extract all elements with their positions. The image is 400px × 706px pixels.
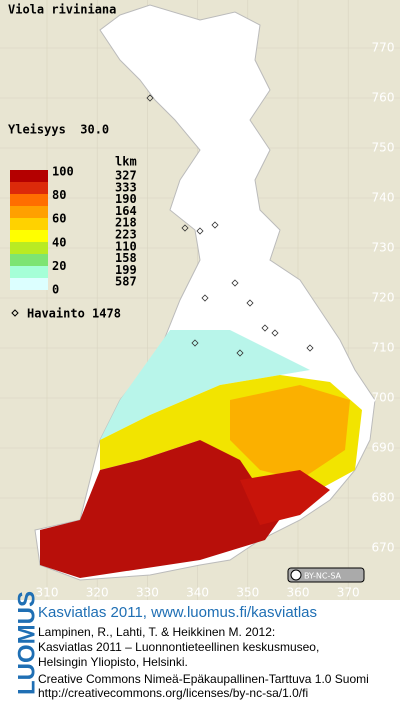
- legend-swatch: [10, 242, 48, 254]
- legend-scale-label: 0: [52, 283, 59, 297]
- atlas-link[interactable]: Kasviatlas 2011, www.luomus.fi/kasviatla…: [38, 604, 317, 621]
- x-tick-label: 320: [86, 586, 109, 600]
- legend-swatch: [10, 254, 48, 266]
- license-badge: [287, 567, 365, 583]
- y-tick-label: 730: [372, 241, 395, 255]
- legend-count: 158: [115, 251, 137, 265]
- legend-scale-label: 100: [52, 165, 74, 179]
- x-tick-label: 350: [236, 586, 259, 600]
- count-header: lkm: [115, 155, 137, 169]
- legend-scale-label: 80: [52, 188, 66, 202]
- legend-count: 587: [115, 275, 137, 289]
- legend-swatch: [10, 278, 48, 290]
- legend-count: 218: [115, 216, 137, 230]
- y-tick-label: 690: [372, 441, 395, 455]
- legend-count: 164: [115, 204, 137, 218]
- region-sparse: [100, 330, 310, 440]
- x-tick-label: 360: [287, 586, 310, 600]
- observation-symbol: [11, 309, 19, 317]
- frequency: Yleisyys 30.0: [8, 123, 109, 137]
- observation-count: Havainto 1478: [27, 307, 121, 321]
- citation-line: Lampinen, R., Lahti, T. & Heikkinen M. 2…: [38, 625, 275, 639]
- legend-scale-label: 60: [52, 212, 66, 226]
- x-tick-label: 310: [36, 586, 59, 600]
- legend-count: 110: [115, 239, 137, 253]
- region-dense-east: [240, 470, 330, 525]
- citation-line: Helsingin Yliopisto, Helsinki.: [38, 655, 188, 669]
- region-medium-orange: [230, 385, 350, 480]
- license-icon: [290, 569, 302, 581]
- citation-line: Kasviatlas 2011 – Luonnontieteellinen ke…: [38, 640, 319, 654]
- license-line: http://creativecommons.org/licenses/by-n…: [38, 686, 308, 700]
- y-tick-label: 710: [372, 341, 395, 355]
- y-tick-label: 770: [372, 41, 395, 55]
- legend-swatch: [10, 194, 48, 206]
- legend-swatch: [10, 206, 48, 218]
- y-tick-label: 750: [372, 141, 395, 155]
- y-tick-label: 670: [372, 541, 395, 555]
- x-tick-label: 340: [186, 586, 209, 600]
- legend-swatch: [10, 218, 48, 230]
- y-tick-label: 700: [372, 391, 395, 405]
- x-tick-label: 370: [337, 586, 360, 600]
- y-tick-label: 760: [372, 91, 395, 105]
- logo: LUOMUS: [13, 591, 40, 695]
- legend-scale-label: 20: [52, 259, 66, 273]
- legend-scale-label: 40: [52, 235, 66, 249]
- observation-points: [146, 94, 314, 357]
- x-tick-label: 330: [136, 586, 159, 600]
- legend-count: 199: [115, 263, 137, 277]
- legend-count: 333: [115, 180, 137, 194]
- legend-count: 223: [115, 228, 137, 242]
- legend-count: 190: [115, 192, 137, 206]
- y-tick-label: 720: [372, 291, 395, 305]
- region-dense: [40, 440, 290, 578]
- legend-swatch: [10, 230, 48, 242]
- legend-swatch: [10, 182, 48, 194]
- y-tick-label: 740: [372, 191, 395, 205]
- legend-swatch: [10, 170, 48, 182]
- license-label: BY-NC-SA: [304, 572, 342, 581]
- license-line: Creative Commons Nimeä-Epäkaupallinen-Ta…: [38, 672, 369, 686]
- legend-count: 327: [115, 169, 137, 183]
- species-title: Viola riviniana: [8, 3, 116, 17]
- footer-background: [0, 600, 400, 702]
- legend-swatch: [10, 266, 48, 278]
- y-tick-label: 680: [372, 491, 395, 505]
